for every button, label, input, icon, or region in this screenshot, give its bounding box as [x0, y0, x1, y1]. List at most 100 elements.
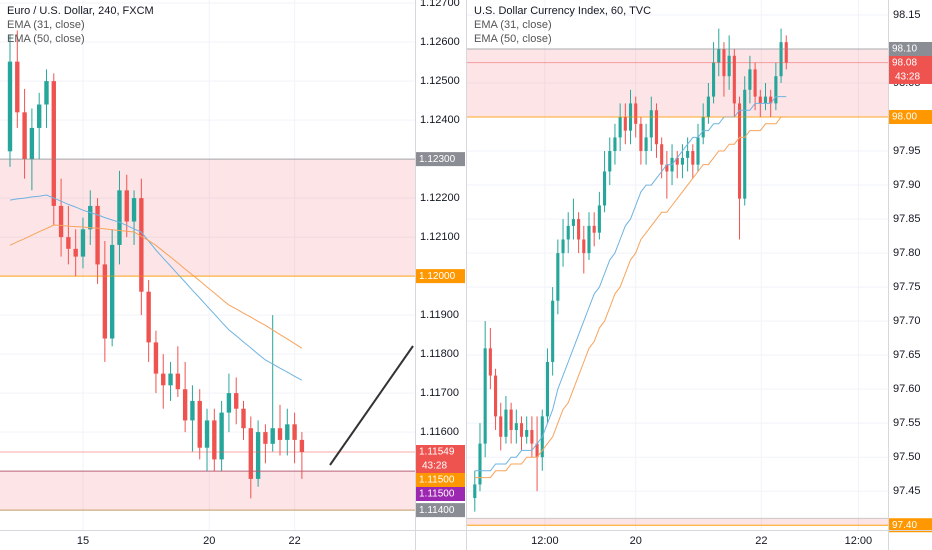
candle-body	[117, 190, 122, 245]
candle-body	[753, 69, 757, 97]
candle-body	[603, 171, 607, 206]
zone	[467, 518, 888, 526]
candle-body	[680, 157, 684, 165]
candle-body	[577, 219, 581, 240]
y-tick-label: 97.50	[893, 451, 921, 463]
candle-body	[51, 81, 56, 206]
candle-body	[701, 117, 705, 138]
candle-body	[769, 96, 773, 104]
legend-entry: EMA (31, close)	[474, 19, 552, 31]
candle-body	[212, 420, 217, 460]
x-tick-label: 20	[630, 535, 642, 547]
candle-body	[168, 373, 173, 386]
legend-entry: EMA (50, close)	[474, 33, 552, 45]
y-tick-label: 1.11700	[420, 387, 459, 399]
candle-body	[299, 439, 305, 453]
y-tick-label: 97.95	[893, 145, 921, 157]
candle-body	[270, 428, 275, 444]
y-tick-label: 97.75	[893, 281, 921, 293]
y-tick-label: 1.11800	[420, 348, 459, 360]
candle-body	[514, 423, 518, 430]
y-tick-label: 97.70	[893, 315, 921, 327]
candle-body	[277, 428, 283, 440]
price-label: 1.11500	[419, 489, 455, 500]
candle-body	[146, 291, 151, 343]
candle-body	[204, 420, 210, 448]
candle-body	[623, 117, 627, 131]
candle-body	[29, 127, 35, 160]
candle-body	[95, 205, 100, 265]
candle-body	[712, 62, 716, 97]
candle-body	[488, 348, 492, 376]
candle-body	[727, 55, 731, 77]
x-tick-label: 12:00	[845, 535, 873, 547]
chart-title: U.S. Dollar Currency Index, 60, TVC	[474, 5, 651, 17]
y-tick-label: 1.12700	[420, 0, 460, 9]
legend-entry: EMA (31, close)	[7, 19, 85, 31]
candle-body	[73, 248, 78, 257]
candle-body	[660, 144, 664, 165]
price-label: 1.12000	[419, 271, 456, 282]
ema-line	[474, 116, 787, 479]
y-tick-label: 97.55	[893, 417, 921, 429]
ema-line	[9, 194, 303, 381]
countdown-bg	[889, 69, 932, 84]
zone	[467, 48, 888, 118]
candle-body	[748, 69, 752, 90]
candle-body	[248, 428, 253, 479]
price-label-bg	[416, 445, 465, 460]
plot-area	[467, 0, 888, 530]
candle-body	[255, 432, 261, 479]
x-tick-label: 22	[288, 535, 300, 547]
candle-body	[66, 237, 71, 249]
candle-body	[665, 164, 669, 172]
candle-body	[219, 412, 224, 460]
price-label-bg	[889, 55, 932, 70]
price-label-bg	[416, 487, 465, 502]
candle-body	[234, 393, 239, 409]
candle-body	[597, 205, 601, 233]
price-label-bg	[416, 503, 465, 518]
candle-body	[175, 373, 181, 390]
price-label: 98.08	[892, 58, 917, 69]
y-tick-label: 97.45	[893, 485, 921, 497]
y-tick-label: 97.80	[893, 247, 921, 259]
candle-body	[582, 239, 586, 254]
plot-area	[0, 0, 415, 530]
price-label: 1.12300	[419, 154, 456, 165]
candle-body	[483, 348, 487, 444]
zone	[0, 471, 415, 511]
candle-body	[732, 55, 736, 104]
candle-body	[696, 137, 700, 165]
candle-body	[197, 400, 202, 448]
candle-body	[706, 96, 710, 118]
chart-title: Euro / U.S. Dollar, 240, FXCM	[7, 5, 154, 17]
candle-body	[44, 81, 49, 105]
ema-line	[9, 224, 303, 349]
price-label-bg	[889, 41, 932, 56]
y-tick-label: 1.12100	[420, 231, 460, 243]
candle-body	[263, 432, 268, 444]
candle-body	[161, 373, 166, 386]
candle-body	[478, 443, 482, 485]
candle-body	[182, 389, 188, 421]
y-tick-label: 1.12200	[420, 192, 460, 204]
panel: 97.45 97.50 97.55 97.60 97.65 97.70 97.75 97.80…	[467, 0, 932, 547]
countdown: 43:28	[422, 461, 447, 472]
candle-body	[530, 429, 534, 444]
candle-body	[88, 205, 93, 230]
candle-body	[131, 198, 137, 222]
candle-body	[22, 112, 27, 160]
candle-body	[691, 151, 695, 165]
y-tick-label: 1.12600	[420, 36, 460, 48]
price-label: 1.11400	[419, 505, 455, 516]
y-tick-label: 1.12500	[420, 75, 460, 87]
candle-body	[763, 96, 768, 104]
candle-body	[587, 225, 591, 254]
candle-body	[654, 110, 659, 145]
candle-body	[545, 361, 550, 417]
price-label-bg	[889, 110, 932, 125]
candle-body	[592, 225, 596, 233]
